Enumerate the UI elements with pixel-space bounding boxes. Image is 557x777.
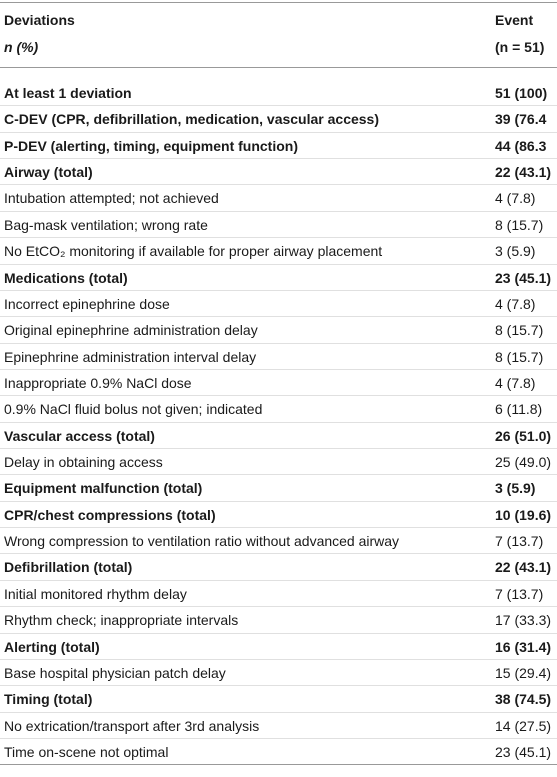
- row-label: Defibrillation (total): [4, 559, 133, 576]
- table-row: At least 1 deviation 51 (100): [0, 80, 557, 107]
- table-row: Defibrillation (total) 22 (43.1): [0, 554, 557, 581]
- header-cell: Event: [495, 12, 534, 28]
- header-cell: (n = 51): [495, 39, 545, 55]
- row-value: 6 (11.8): [495, 401, 543, 418]
- row-value: 17 (33.3): [495, 612, 552, 629]
- row-label: Medications (total): [4, 269, 128, 286]
- row-value: 7 (13.7): [495, 533, 544, 550]
- row-value: 26 (51.0): [495, 427, 552, 444]
- row-label: No EtCO₂ monitoring if available for pro…: [4, 243, 383, 260]
- table-row: Original epinephrine administration dela…: [0, 317, 557, 344]
- table-body: At least 1 deviation 51 (100) C-DEV (CPR, …: [0, 80, 557, 766]
- row-value: 4 (7.8): [495, 374, 536, 391]
- table-row: 0.9% NaCl fluid bolus not given; indicat…: [0, 396, 557, 423]
- table-row: Wrong compression to ventilation ratio w…: [0, 528, 557, 555]
- row-value: 4 (7.8): [495, 190, 536, 207]
- table-row: Bag-mask ventilation; wrong rate 8 (15.7): [0, 212, 557, 239]
- row-label: Equipment malfunction (total): [4, 480, 203, 497]
- row-label: Incorrect epinephrine dose: [4, 295, 170, 312]
- table-row: Airway (total) 22 (43.1): [0, 159, 557, 186]
- row-label: CPR/chest compressions (total): [4, 506, 216, 523]
- row-label: Intubation attempted; not achieved: [4, 190, 219, 207]
- row-label: Bag-mask ventilation; wrong rate: [4, 216, 208, 233]
- header-cell: Deviations: [4, 12, 75, 28]
- row-value: 14 (27.5): [495, 717, 552, 734]
- table-row: No extrication/transport after 3rd analy…: [0, 713, 557, 739]
- row-value: 8 (15.7): [495, 348, 544, 365]
- row-value: 25 (49.0): [495, 454, 552, 471]
- row-value: 22 (43.1): [495, 164, 552, 181]
- table-row: Alerting (total) 16 (31.4): [0, 634, 557, 660]
- row-value: 3 (5.9): [495, 243, 536, 260]
- table-row: C-DEV (CPR, defibrillation, medication, …: [0, 106, 557, 133]
- table-row: Rhythm check; inappropriate intervals 17 …: [0, 607, 557, 634]
- row-label: Epinephrine administration interval dela…: [4, 348, 257, 365]
- row-label: Airway (total): [4, 164, 93, 181]
- row-value: 22 (43.1): [495, 559, 552, 576]
- table-row: Intubation attempted; not achieved 4 (7.8…: [0, 185, 557, 212]
- row-label: P-DEV (alerting, timing, equipment funct…: [4, 137, 298, 154]
- table-row: Equipment malfunction (total) 3 (5.9): [0, 475, 557, 502]
- table-row: No EtCO₂ monitoring if available for pro…: [0, 238, 557, 265]
- row-label: C-DEV (CPR, defibrillation, medication, …: [4, 111, 379, 128]
- table-row: P-DEV (alerting, timing, equipment funct…: [0, 133, 557, 160]
- row-label: At least 1 deviation: [4, 85, 132, 101]
- row-label: Vascular access (total): [4, 427, 155, 444]
- row-value: 7 (13.7): [495, 585, 544, 602]
- row-label: Timing (total): [4, 691, 93, 708]
- row-label: 0.9% NaCl fluid bolus not given; indicat…: [4, 401, 263, 418]
- row-label: Alerting (total): [4, 638, 100, 655]
- row-label: Time on-scene not optimal: [4, 743, 169, 760]
- table-row: Base hospital physician patch delay 15 (2…: [0, 660, 557, 687]
- row-label: Base hospital physician patch delay: [4, 664, 226, 681]
- table-row: Incorrect epinephrine dose 4 (7.8): [0, 291, 557, 318]
- row-value: 10 (19.6): [495, 506, 552, 523]
- table-row: Vascular access (total) 26 (51.0): [0, 423, 557, 450]
- row-label: Original epinephrine administration dela…: [4, 322, 258, 339]
- header-cell: n (%): [4, 39, 39, 55]
- row-value: 16 (31.4): [495, 638, 552, 655]
- table-row: Medications (total) 23 (45.1): [0, 265, 557, 291]
- table-row: Delay in obtaining access 25 (49.0): [0, 449, 557, 476]
- row-value: 39 (76.4: [495, 111, 547, 128]
- row-label: Inappropriate 0.9% NaCl dose: [4, 374, 192, 391]
- table-row: Time on-scene not optimal 23 (45.1): [0, 739, 557, 766]
- row-value: 38 (74.5): [495, 691, 552, 708]
- row-value: 8 (15.7): [495, 322, 544, 339]
- row-value: 23 (45.1): [495, 269, 552, 286]
- row-label: Initial monitored rhythm delay: [4, 585, 187, 602]
- row-value: 3 (5.9): [495, 480, 536, 497]
- table-row: CPR/chest compressions (total) 10 (19.6): [0, 502, 557, 529]
- table-header: Deviations n (%) Event (n = 51): [0, 2, 557, 68]
- row-value: 4 (7.8): [495, 295, 536, 312]
- row-value: 44 (86.3: [495, 137, 547, 154]
- row-label: No extrication/transport after 3rd analy…: [4, 717, 260, 734]
- table-row: Epinephrine administration interval dela…: [0, 344, 557, 370]
- row-value: 23 (45.1): [495, 743, 552, 760]
- table-row: Inappropriate 0.9% NaCl dose 4 (7.8): [0, 370, 557, 397]
- row-label: Wrong compression to ventilation ratio w…: [4, 533, 400, 550]
- row-label: Rhythm check; inappropriate intervals: [4, 612, 239, 629]
- row-label: Delay in obtaining access: [4, 454, 163, 471]
- row-value: 8 (15.7): [495, 216, 544, 233]
- table-row: Initial monitored rhythm delay 7 (13.7): [0, 581, 557, 608]
- row-value: 15 (29.4): [495, 664, 552, 681]
- table-row: Timing (total) 38 (74.5): [0, 686, 557, 713]
- row-value: 51 (100): [495, 85, 548, 101]
